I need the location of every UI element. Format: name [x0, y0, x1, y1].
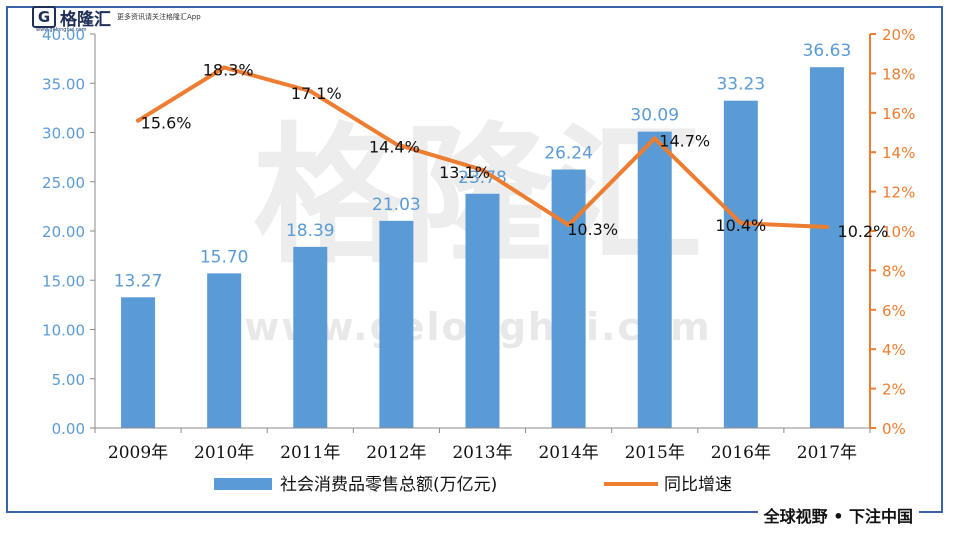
left-axis-tick-label: 30.00: [42, 125, 85, 143]
x-axis-category-label: 2009年: [108, 443, 168, 463]
line-point: [738, 221, 743, 226]
x-axis-category-label: 2016年: [711, 443, 771, 463]
line-value-label: 10.4%: [715, 216, 766, 235]
line-value-label: 17.1%: [291, 84, 342, 103]
line-point: [222, 65, 227, 70]
bar-value-labels: 13.27 15.70 18.39 21.03 23.78 26.24 30.09 33.23…: [114, 41, 852, 291]
bar: [723, 100, 758, 428]
legend-bar-swatch: [214, 478, 272, 490]
line-value-label: 10.3%: [567, 220, 618, 239]
left-axis-tick-label: 35.00: [42, 75, 85, 93]
bar: [121, 297, 156, 428]
bar: [379, 220, 414, 428]
brand-header: G 格隆汇 更多资讯请关注格隆汇App: [32, 4, 201, 30]
line-point: [480, 167, 485, 172]
x-axis-category-label: 2015年: [625, 443, 685, 463]
left-axis-tick-label: 5.00: [52, 371, 85, 389]
bar: [637, 131, 672, 428]
line-value-label: 18.3%: [203, 60, 254, 79]
line-point: [308, 89, 313, 94]
x-axis-category-label: 2010年: [194, 443, 254, 463]
bar-value-label: 15.70: [200, 247, 249, 267]
x-axis-category-label: 2012年: [366, 443, 426, 463]
legend-bar-label: 社会消费品零售总额(万亿元): [280, 475, 497, 495]
chart-frame: [6, 6, 943, 513]
brand-url: www.gelonghui.com: [36, 27, 87, 33]
left-axis-tick-label: 0.00: [52, 420, 85, 438]
x-axis: 2009年 2010年 2011年 2012年 2013年 2014年 2015年 2016年…: [94, 427, 871, 463]
left-axis-tick-label: 20.00: [42, 223, 85, 241]
brand-name: 格隆汇: [60, 9, 111, 30]
right-axis-tick-label: 0%: [882, 420, 906, 438]
bar-value-label: 21.03: [372, 195, 421, 215]
legend-line-label: 同比增速: [664, 475, 732, 495]
right-axis-tick-label: 6%: [882, 302, 906, 320]
right-axis-tick-label: 12%: [882, 184, 915, 202]
left-axis: 0.00 5.00 10.00 15.00 20.00 25.00 30.00 35.00 40…: [42, 26, 96, 438]
right-axis-tick-label: 2%: [882, 381, 906, 399]
line-value-label: 10.2%: [838, 222, 889, 241]
left-axis-tick-label: 40.00: [42, 26, 85, 44]
gelonghui-logo-icon: G: [32, 6, 56, 28]
line-point: [394, 142, 399, 147]
legend: 社会消费品零售总额(万亿元) 同比增速: [214, 475, 732, 495]
line-point: [566, 223, 571, 228]
line-value-label: 14.4%: [369, 137, 420, 156]
left-axis-tick-label: 25.00: [42, 174, 85, 192]
right-axis-tick-label: 4%: [882, 341, 906, 359]
bar-value-label: 13.27: [114, 271, 163, 291]
bar: [465, 193, 500, 428]
right-axis-tick-label: 16%: [882, 105, 915, 123]
line-point: [136, 118, 141, 123]
bar: [207, 273, 242, 428]
line-point: [652, 136, 657, 141]
bar-value-label: 23.78: [458, 168, 507, 188]
right-axis: 0% 2% 4% 6% 8% 10% 12% 14% 16% 18% 20%: [869, 26, 915, 438]
bar: [809, 67, 844, 429]
line-point: [824, 225, 829, 230]
x-axis-category-label: 2014年: [538, 443, 598, 463]
bar: [293, 246, 328, 428]
line-value-label: 13.1%: [439, 163, 490, 182]
right-axis-tick-label: 8%: [882, 262, 906, 280]
bar-value-label: 18.39: [286, 221, 335, 241]
x-axis-category-label: 2017年: [797, 443, 857, 463]
x-axis-category-label: 2011年: [280, 443, 340, 463]
line-value-label: 14.7%: [659, 131, 710, 150]
bar-value-label: 30.09: [630, 106, 679, 126]
bar-value-label: 26.24: [544, 144, 593, 164]
right-axis-tick-label: 10%: [882, 223, 915, 241]
bar: [551, 169, 586, 428]
right-axis-tick-label: 14%: [882, 144, 915, 162]
line-series: [136, 65, 829, 230]
x-axis-category-label: 2013年: [452, 443, 512, 463]
footer-slogan: 全球视野 • 下注中国: [757, 503, 919, 527]
line-value-label: 15.6%: [141, 114, 192, 133]
right-axis-tick-label: 20%: [882, 26, 915, 44]
line-value-labels: 15.6% 18.3% 17.1% 14.4% 13.1% 10.3% 14.7% 10.4%…: [141, 60, 889, 241]
bar-value-label: 36.63: [803, 41, 852, 61]
bar-value-label: 33.23: [716, 75, 765, 95]
brand-tagline: 更多资讯请关注格隆汇App: [117, 13, 201, 21]
right-axis-tick-label: 18%: [882, 65, 915, 83]
left-axis-tick-label: 10.00: [42, 322, 85, 340]
left-axis-tick-label: 15.00: [42, 272, 85, 290]
